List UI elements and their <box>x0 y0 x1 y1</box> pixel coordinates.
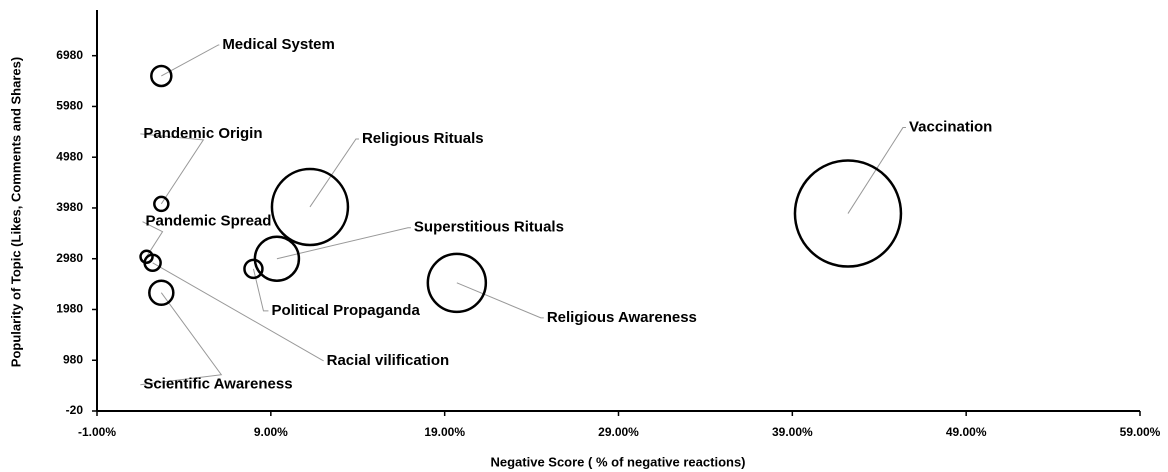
y-tick-label: 2980 <box>56 251 83 265</box>
point-label: Medical System <box>222 36 335 53</box>
bubble <box>150 64 173 88</box>
y-axis-title: Popularity of Topic (Likes, Comments and… <box>8 57 23 367</box>
bubble <box>243 258 264 280</box>
bubble <box>426 252 488 314</box>
point-label: Religious Awareness <box>547 309 697 326</box>
bubble <box>143 253 162 273</box>
point-label: Religious Rituals <box>362 130 484 147</box>
x-tick-label: -1.00% <box>78 425 116 439</box>
x-tick-label: 59.00% <box>1120 425 1161 439</box>
point-label: Scientific Awareness <box>143 376 292 393</box>
leader-line <box>309 138 359 208</box>
leader-line <box>152 262 324 362</box>
x-tick-label: 19.00% <box>424 425 465 439</box>
leader-line <box>140 292 223 386</box>
y-tick-label: 5980 <box>56 99 83 113</box>
x-tick-label: 29.00% <box>598 425 639 439</box>
x-tick-label: 39.00% <box>772 425 813 439</box>
bubble <box>153 195 170 213</box>
y-tick-label: -20 <box>66 403 84 417</box>
bubble <box>253 235 301 282</box>
y-tick-label: 6980 <box>56 48 83 62</box>
leader-line <box>456 282 544 319</box>
leader-line <box>847 127 906 214</box>
y-tick-label: 1980 <box>56 302 83 316</box>
bubble <box>139 249 154 264</box>
leader-line <box>140 133 205 205</box>
y-tick-label: 980 <box>63 352 83 366</box>
point-label: Racial vilification <box>327 352 450 369</box>
x-axis-title: Negative Score ( % of negative reactions… <box>490 454 745 469</box>
point-label: Vaccination <box>909 119 992 136</box>
point-label: Pandemic Origin <box>143 125 262 142</box>
point-label: Superstitious Rituals <box>414 219 564 236</box>
leader-line <box>142 221 164 257</box>
y-tick-label: 4980 <box>56 149 83 163</box>
point-label: Political Propaganda <box>271 302 420 319</box>
leader-line <box>252 268 269 312</box>
point-label: Pandemic Spread <box>146 213 272 230</box>
leader-line <box>276 227 411 260</box>
bubble <box>793 159 903 268</box>
bubble <box>148 279 175 306</box>
leader-line <box>161 44 220 77</box>
x-tick-label: 9.00% <box>254 425 288 439</box>
bubble <box>270 167 350 247</box>
x-tick-label: 49.00% <box>946 425 987 439</box>
y-tick-label: 3980 <box>56 200 83 214</box>
